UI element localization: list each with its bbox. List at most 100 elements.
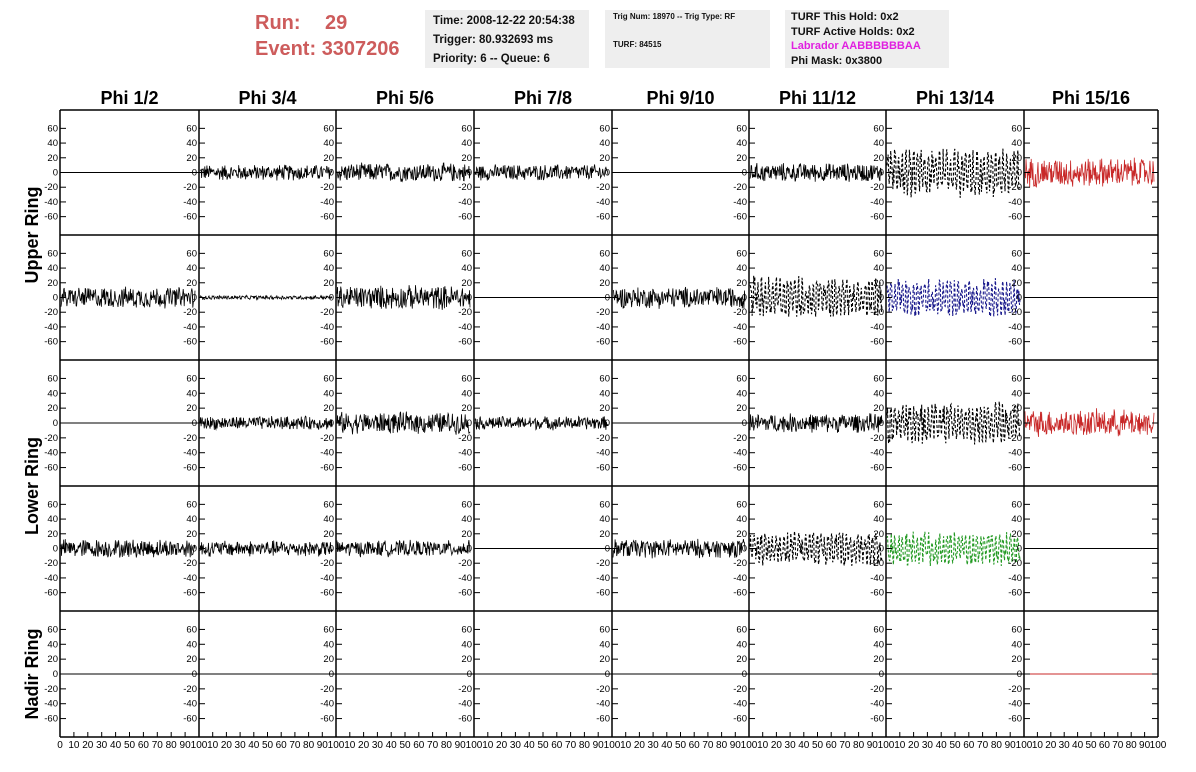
y-tick-label: 0 bbox=[879, 418, 884, 429]
y-tick-label: 20 bbox=[323, 403, 334, 414]
y-tick-label: 20 bbox=[1011, 654, 1022, 665]
y-tick-label: -20 bbox=[596, 558, 610, 569]
y-tick-label: 60 bbox=[47, 624, 58, 635]
y-tick-label: 0 bbox=[879, 544, 884, 555]
column-header: Phi 15/16 bbox=[1052, 88, 1130, 108]
y-tick-label: -40 bbox=[733, 699, 747, 710]
y-tick-label: -60 bbox=[44, 463, 58, 474]
y-tick-label: 40 bbox=[186, 138, 197, 149]
x-tick-label: 10 bbox=[207, 740, 219, 751]
y-tick-label: 40 bbox=[736, 263, 747, 274]
y-tick-label: 0 bbox=[879, 168, 884, 179]
waveform-line bbox=[886, 531, 1021, 567]
y-tick-label: 40 bbox=[873, 263, 884, 274]
y-tick-label: -20 bbox=[1008, 433, 1022, 444]
waveform-line bbox=[886, 278, 1021, 317]
y-tick-label: 60 bbox=[873, 123, 884, 134]
y-tick-label: -60 bbox=[44, 714, 58, 725]
y-tick-label: 20 bbox=[736, 529, 747, 540]
x-tick-label: 70 bbox=[289, 740, 301, 751]
y-tick-label: 60 bbox=[47, 499, 58, 510]
column-header: Phi 5/6 bbox=[376, 88, 434, 108]
x-tick-label: 100 bbox=[604, 740, 621, 751]
turf-this-hold-text: TURF This Hold: 0x2 bbox=[791, 11, 899, 23]
y-tick-label: -20 bbox=[320, 307, 334, 318]
y-tick-label: 40 bbox=[736, 514, 747, 525]
x-tick-label: 100 bbox=[741, 740, 758, 751]
x-tick-label: 10 bbox=[1032, 740, 1044, 751]
y-tick-label: 0 bbox=[1017, 544, 1022, 555]
waveform-line bbox=[749, 163, 883, 182]
y-tick-label: 60 bbox=[1011, 499, 1022, 510]
y-tick-label: 0 bbox=[879, 293, 884, 304]
y-tick-label: 20 bbox=[323, 153, 334, 164]
x-tick-label: 90 bbox=[317, 740, 329, 751]
y-tick-label: -40 bbox=[596, 322, 610, 333]
y-tick-label: 0 bbox=[742, 293, 747, 304]
phi-mask-text: Phi Mask: 0x3800 bbox=[791, 54, 883, 67]
x-tick-label: 100 bbox=[328, 740, 345, 751]
y-tick-label: 40 bbox=[47, 514, 58, 525]
y-tick-label: 0 bbox=[53, 168, 58, 179]
y-tick-label: 0 bbox=[605, 669, 610, 680]
x-tick-label: 90 bbox=[1005, 740, 1017, 751]
waveform-line bbox=[1024, 408, 1155, 437]
y-tick-label: 40 bbox=[873, 514, 884, 525]
y-tick-label: 0 bbox=[192, 418, 197, 429]
y-tick-label: -20 bbox=[320, 182, 334, 193]
y-tick-label: -40 bbox=[458, 573, 472, 584]
x-tick-label: 30 bbox=[96, 740, 108, 751]
y-tick-label: -40 bbox=[733, 573, 747, 584]
y-tick-label: -60 bbox=[596, 212, 610, 223]
y-tick-label: 20 bbox=[736, 403, 747, 414]
y-tick-label: 60 bbox=[1011, 123, 1022, 134]
x-tick-label: 70 bbox=[565, 740, 577, 751]
y-tick-label: -60 bbox=[733, 212, 747, 223]
y-tick-label: 0 bbox=[329, 418, 334, 429]
y-tick-label: -20 bbox=[733, 684, 747, 695]
waveform-line bbox=[199, 415, 333, 431]
y-tick-label: -20 bbox=[183, 182, 197, 193]
y-tick-label: -20 bbox=[320, 433, 334, 444]
y-tick-label: 20 bbox=[873, 529, 884, 540]
x-tick-label: 50 bbox=[949, 740, 961, 751]
y-tick-label: 40 bbox=[736, 138, 747, 149]
y-tick-label: -60 bbox=[1008, 714, 1022, 725]
y-tick-label: 20 bbox=[47, 278, 58, 289]
y-tick-label: -40 bbox=[870, 573, 884, 584]
x-tick-label: 40 bbox=[386, 740, 398, 751]
y-tick-label: 0 bbox=[605, 418, 610, 429]
y-tick-label: 20 bbox=[1011, 278, 1022, 289]
y-tick-label: -60 bbox=[320, 212, 334, 223]
y-tick-label: -60 bbox=[596, 337, 610, 348]
y-tick-label: 40 bbox=[873, 138, 884, 149]
y-tick-label: -20 bbox=[596, 684, 610, 695]
y-tick-label: 20 bbox=[47, 153, 58, 164]
y-tick-label: 20 bbox=[461, 529, 472, 540]
y-tick-label: 0 bbox=[192, 168, 197, 179]
x-tick-label: 20 bbox=[496, 740, 508, 751]
x-tick-label: 90 bbox=[730, 740, 742, 751]
y-tick-label: 60 bbox=[736, 499, 747, 510]
y-tick-label: 60 bbox=[323, 123, 334, 134]
waveform-line bbox=[1024, 157, 1155, 188]
x-tick-label: 30 bbox=[372, 740, 384, 751]
y-tick-label: 20 bbox=[1011, 529, 1022, 540]
y-tick-label: -60 bbox=[596, 714, 610, 725]
y-tick-label: 60 bbox=[323, 499, 334, 510]
y-tick-label: 40 bbox=[1011, 138, 1022, 149]
y-tick-label: -60 bbox=[733, 463, 747, 474]
y-tick-label: 20 bbox=[47, 529, 58, 540]
y-tick-label: 60 bbox=[186, 499, 197, 510]
turf-text: TURF: 84515 bbox=[613, 40, 662, 49]
y-tick-label: 60 bbox=[323, 373, 334, 384]
y-tick-label: -40 bbox=[458, 448, 472, 459]
y-tick-label: 60 bbox=[186, 373, 197, 384]
y-tick-label: -20 bbox=[458, 182, 472, 193]
y-tick-label: 60 bbox=[599, 123, 610, 134]
y-tick-label: 0 bbox=[53, 544, 58, 555]
y-tick-label: -40 bbox=[320, 448, 334, 459]
event-value: 3307206 bbox=[321, 38, 400, 60]
x-tick-label: 40 bbox=[248, 740, 260, 751]
y-tick-label: 0 bbox=[1017, 168, 1022, 179]
